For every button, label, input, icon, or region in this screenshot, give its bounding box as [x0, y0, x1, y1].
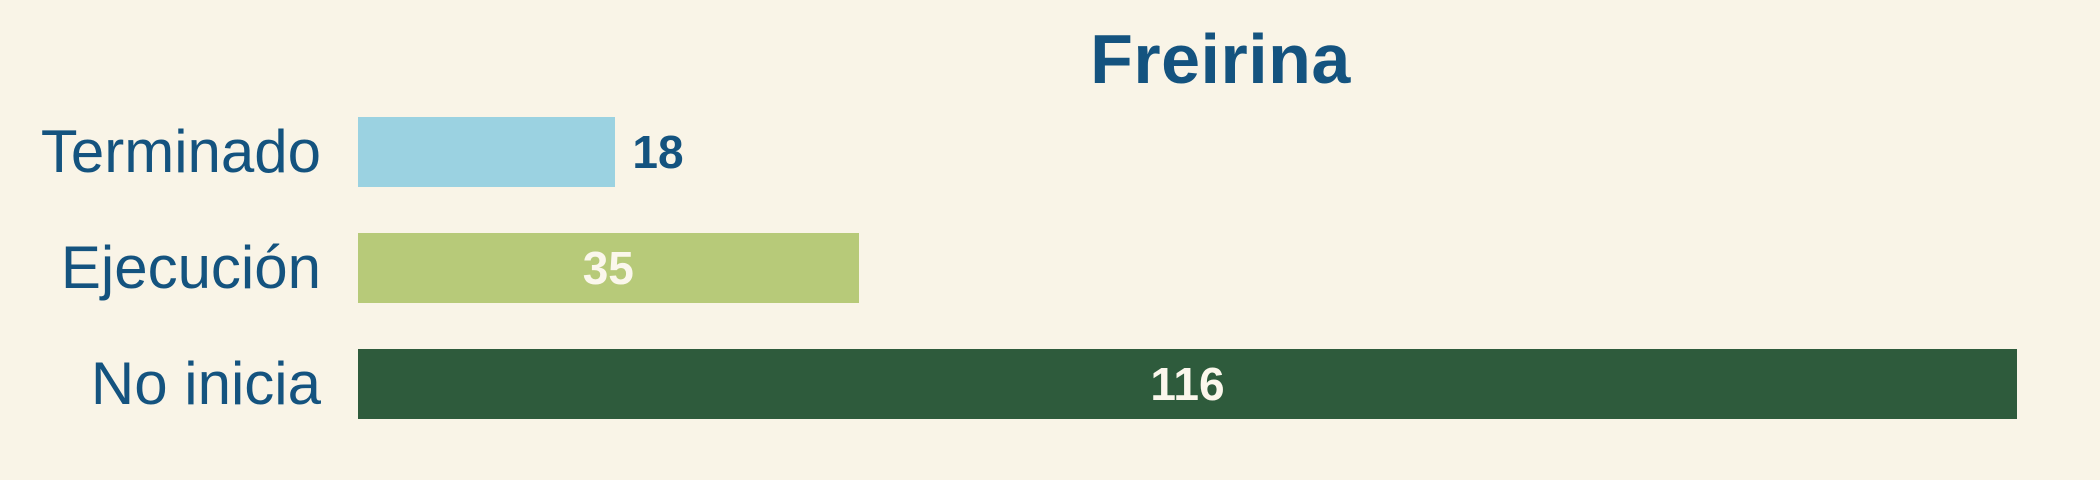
- category-label-no-inicia: No inicia: [90, 350, 321, 417]
- chart-row: No inicia 116: [0, 349, 2100, 419]
- bar-ejecucion: 35: [358, 233, 859, 303]
- bar-terminado: [358, 117, 616, 187]
- value-label-ejecucion: 35: [582, 242, 634, 294]
- value-label-terminado: 18: [632, 126, 684, 178]
- chart-row: Terminado 18: [0, 117, 2100, 187]
- chart-title: Freirina: [1090, 19, 1351, 98]
- bar-track: 116: [358, 349, 2017, 419]
- bar-track: 18: [358, 117, 2017, 187]
- bar-no-inicia: 116: [358, 349, 2017, 419]
- value-label-no-inicia: 116: [1150, 358, 1225, 410]
- category-label-terminado: Terminado: [40, 118, 321, 185]
- bar-track: 35: [358, 233, 2017, 303]
- chart-row: Ejecución 35: [0, 233, 2100, 303]
- category-label-ejecucion: Ejecución: [60, 234, 321, 301]
